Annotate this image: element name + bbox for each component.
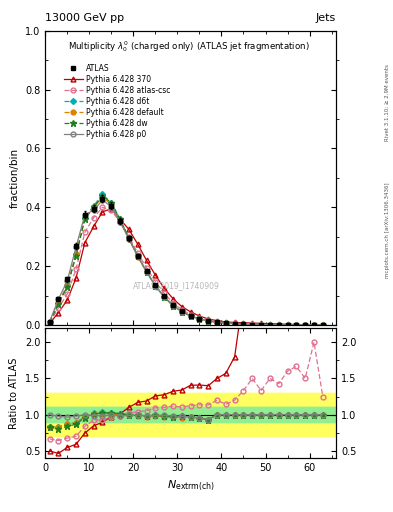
Y-axis label: Ratio to ATLAS: Ratio to ATLAS — [9, 357, 19, 429]
Text: Multiplicity $\lambda_0^0$ (charged only) (ATLAS jet fragmentation): Multiplicity $\lambda_0^0$ (charged only… — [68, 39, 310, 54]
Text: Rivet 3.1.10; ≥ 2.9M events: Rivet 3.1.10; ≥ 2.9M events — [385, 64, 389, 141]
Y-axis label: fraction/bin: fraction/bin — [9, 148, 19, 208]
Text: mcplots.cern.ch [arXiv:1306.3436]: mcplots.cern.ch [arXiv:1306.3436] — [385, 183, 389, 278]
Text: 13000 GeV pp: 13000 GeV pp — [45, 13, 124, 23]
Bar — [45, 393, 336, 436]
X-axis label: $N_{\rm extrm(ch)}$: $N_{\rm extrm(ch)}$ — [167, 479, 215, 493]
Legend: ATLAS, Pythia 6.428 370, Pythia 6.428 atlas-csc, Pythia 6.428 d6t, Pythia 6.428 : ATLAS, Pythia 6.428 370, Pythia 6.428 at… — [61, 61, 173, 142]
Text: Jets: Jets — [316, 13, 336, 23]
Bar — [45, 408, 336, 422]
Text: ATLAS_2019_I1740909: ATLAS_2019_I1740909 — [132, 281, 220, 290]
